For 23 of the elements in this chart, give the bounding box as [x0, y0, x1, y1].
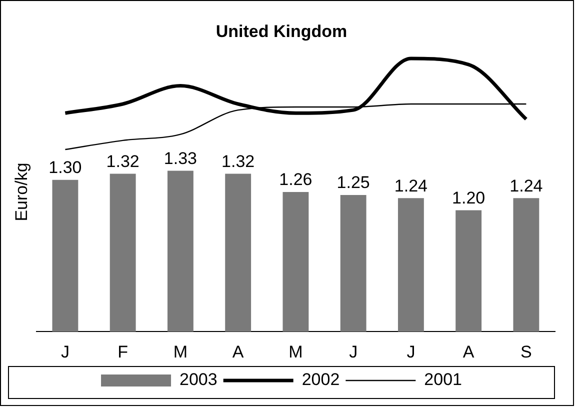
y-axis-title: Euro/kg	[12, 162, 31, 222]
x-tick-label: M	[173, 342, 188, 362]
legend-label: 2001	[424, 370, 462, 390]
data-label: 1.26	[279, 170, 312, 190]
data-label: 1.25	[336, 173, 370, 192]
legend-label: 2003	[180, 370, 218, 390]
x-tick-label: F	[118, 342, 128, 362]
legend-label: 2002	[302, 370, 340, 390]
x-tick-label: S	[520, 342, 532, 362]
x-tick-label: J	[406, 342, 416, 362]
data-label: 1.30	[48, 158, 82, 178]
data-label: 1.24	[510, 176, 543, 196]
x-tick-label: J	[60, 342, 70, 362]
chart-title: United Kingdom	[216, 22, 348, 41]
data-label: 1.24	[394, 176, 428, 196]
x-tick-label: A	[462, 342, 475, 362]
x-tick-label: M	[288, 342, 303, 362]
data-label: 1.33	[164, 148, 197, 168]
data-label: 1.20	[452, 188, 486, 208]
data-label: 1.32	[222, 152, 255, 171]
x-tick-label: A	[232, 342, 244, 362]
x-tick-label: J	[349, 342, 358, 362]
data-label: 1.32	[106, 152, 140, 171]
